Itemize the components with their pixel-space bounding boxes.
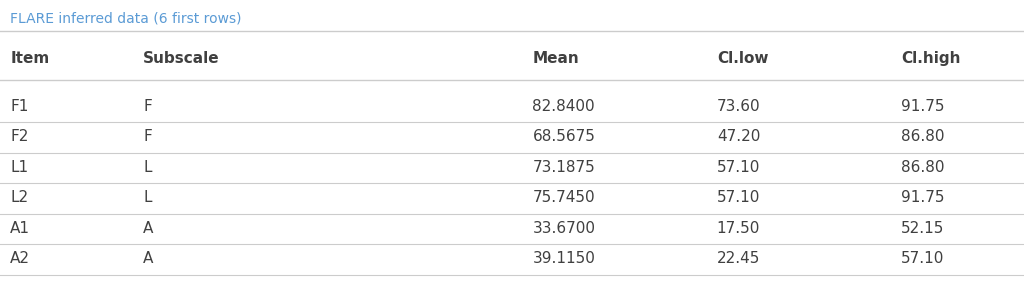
Text: FLARE inferred data (6 first rows): FLARE inferred data (6 first rows) [10, 12, 242, 26]
Text: 91.75: 91.75 [901, 99, 944, 114]
Text: F: F [143, 129, 153, 144]
Text: A: A [143, 221, 154, 236]
Text: 57.10: 57.10 [717, 190, 760, 205]
Text: F2: F2 [10, 129, 29, 144]
Text: 52.15: 52.15 [901, 221, 944, 236]
Text: 22.45: 22.45 [717, 251, 760, 267]
Text: Cl.low: Cl.low [717, 51, 768, 66]
Text: 47.20: 47.20 [717, 129, 760, 144]
Text: L: L [143, 190, 152, 205]
Text: F: F [143, 99, 153, 114]
Text: 73.1875: 73.1875 [532, 160, 595, 175]
Text: 86.80: 86.80 [901, 160, 944, 175]
Text: 33.6700: 33.6700 [532, 221, 596, 236]
Text: 91.75: 91.75 [901, 190, 944, 205]
Text: 57.10: 57.10 [717, 160, 760, 175]
Text: L: L [143, 160, 152, 175]
Text: 73.60: 73.60 [717, 99, 761, 114]
Text: F1: F1 [10, 99, 29, 114]
Text: L2: L2 [10, 190, 29, 205]
Text: 39.1150: 39.1150 [532, 251, 595, 267]
Text: Mean: Mean [532, 51, 580, 66]
Text: Subscale: Subscale [143, 51, 220, 66]
Text: Item: Item [10, 51, 49, 66]
Text: A: A [143, 251, 154, 267]
Text: A2: A2 [10, 251, 31, 267]
Text: 57.10: 57.10 [901, 251, 944, 267]
Text: 86.80: 86.80 [901, 129, 944, 144]
Text: A1: A1 [10, 221, 31, 236]
Text: 82.8400: 82.8400 [532, 99, 595, 114]
Text: 75.7450: 75.7450 [532, 190, 595, 205]
Text: L1: L1 [10, 160, 29, 175]
Text: 68.5675: 68.5675 [532, 129, 595, 144]
Text: Cl.high: Cl.high [901, 51, 961, 66]
Text: 17.50: 17.50 [717, 221, 760, 236]
